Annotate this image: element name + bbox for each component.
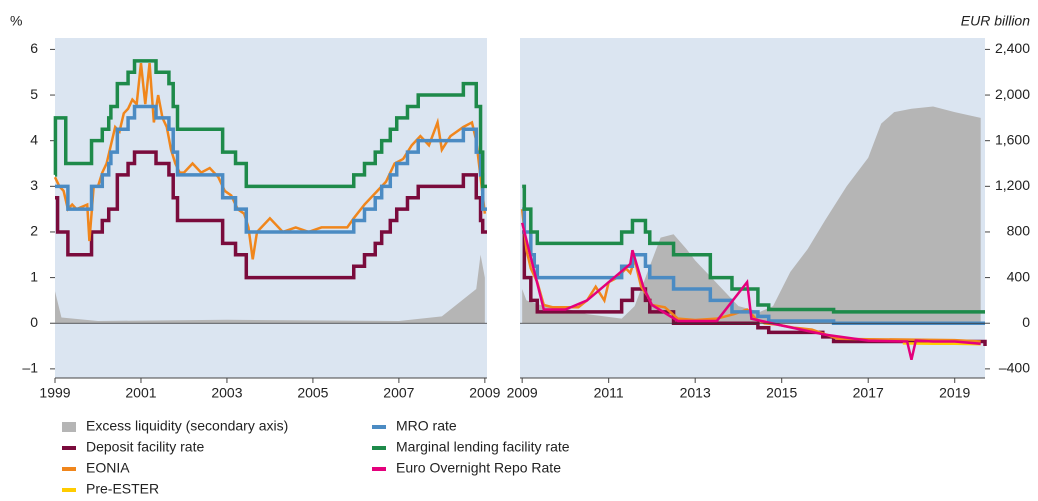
- legend-label: EONIA: [86, 460, 130, 476]
- legend-label: Excess liquidity (secondary axis): [86, 418, 288, 434]
- x-tick-label: 2003: [211, 385, 242, 401]
- y2-axis-label: EUR billion: [961, 13, 1030, 29]
- y-tick-label: 6: [30, 40, 38, 56]
- x-tick-label: 2011: [594, 385, 624, 401]
- x-tick-label: 2009: [469, 385, 500, 401]
- rate-line: [520, 222, 981, 361]
- y-tick-label: 2: [30, 223, 38, 239]
- rate-line: [55, 104, 487, 234]
- x-tick-label: 2019: [939, 385, 970, 401]
- legend-label: MRO rate: [396, 418, 457, 434]
- x-tick-label: 2013: [680, 385, 711, 401]
- legend-label: Pre-ESTER: [86, 481, 159, 497]
- panel-background: [55, 38, 487, 378]
- x-tick-label: 2001: [125, 385, 156, 401]
- excess-liquidity-area: [55, 254, 485, 324]
- y-tick-label: 4: [30, 131, 38, 147]
- y-tick-label: 5: [30, 86, 38, 102]
- y2-tick-label: 0: [1022, 314, 1030, 330]
- legend-label: Deposit facility rate: [86, 439, 204, 455]
- legend-label: Marginal lending facility rate: [396, 439, 570, 455]
- y2-tick-label: 400: [1007, 268, 1031, 284]
- y2-tick-label: 2,000: [995, 86, 1030, 102]
- x-tick-label: 1999: [39, 385, 70, 401]
- y-tick-label: 1: [30, 268, 38, 284]
- rate-line: [522, 207, 985, 325]
- x-tick-label: 2007: [383, 385, 414, 401]
- y-tick-label: 0: [30, 314, 38, 330]
- y2-tick-label: 1,600: [995, 131, 1030, 147]
- x-tick-label: 2009: [507, 385, 538, 401]
- y2-tick-label: 800: [1007, 223, 1031, 239]
- rate-line: [53, 59, 487, 189]
- y-axis-label: %: [10, 13, 22, 29]
- x-tick-label: 2005: [297, 385, 328, 401]
- y-tick-label: –1: [22, 360, 38, 376]
- x-tick-label: 2015: [766, 385, 797, 401]
- excess-liquidity-area: [522, 106, 981, 324]
- legend-label: Euro Overnight Repo Rate: [396, 460, 561, 476]
- y2-tick-label: –400: [999, 360, 1030, 376]
- y2-tick-label: 2,400: [995, 40, 1030, 56]
- rate-line: [522, 184, 985, 314]
- legend-swatch: [62, 422, 76, 432]
- x-tick-label: 2017: [853, 385, 884, 401]
- rate-line: [55, 150, 487, 280]
- y-tick-label: 3: [30, 177, 38, 193]
- y2-tick-label: 1,200: [995, 177, 1030, 193]
- rate-line: [902, 342, 981, 346]
